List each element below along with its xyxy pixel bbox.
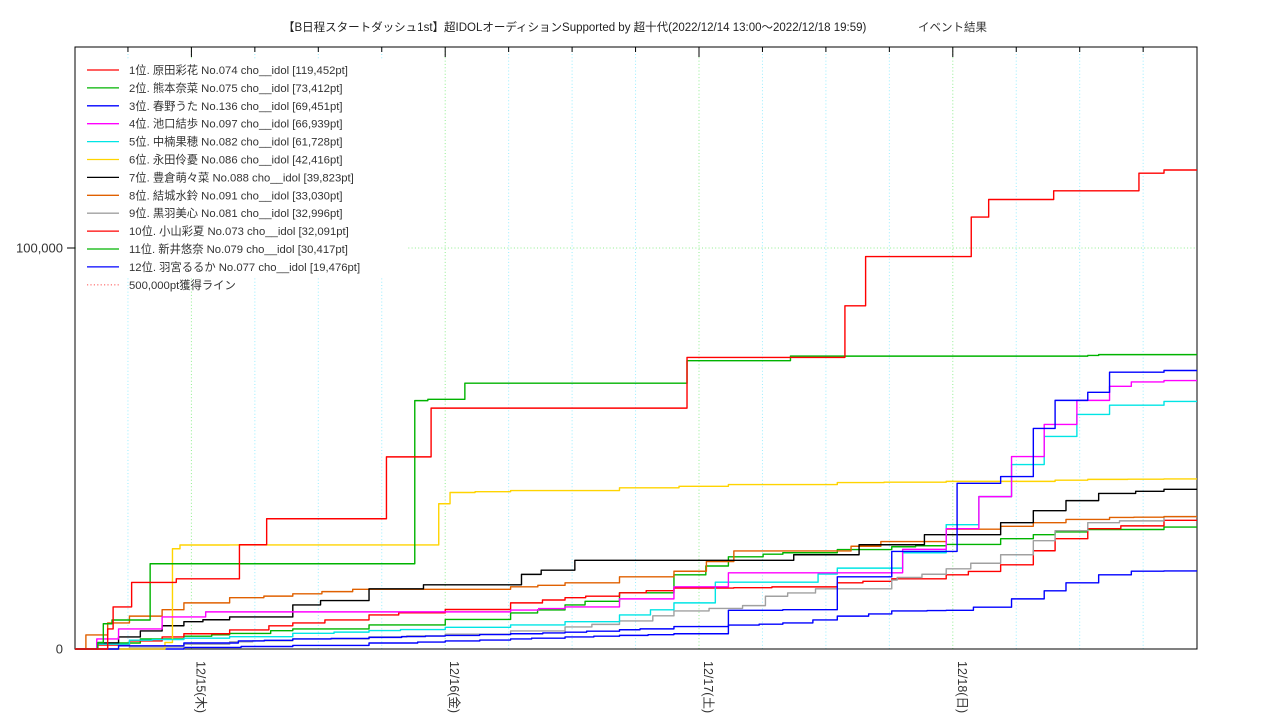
svg-text:3位. 春野うた No.136 cho__idol [69,: 3位. 春野うた No.136 cho__idol [69,451pt] (129, 99, 343, 113)
svg-text:4位. 池口結歩 No.097 cho__idol [66,: 4位. 池口結歩 No.097 cho__idol [66,939pt] (129, 117, 343, 131)
svg-text:7位. 豊倉萌々菜 No.088 cho__idol [39: 7位. 豊倉萌々菜 No.088 cho__idol [39,823pt] (129, 170, 354, 184)
svg-text:0: 0 (56, 642, 63, 657)
svg-text:12位. 羽宮るるか No.077 cho__idol [1: 12位. 羽宮るるか No.077 cho__idol [19,476pt] (129, 260, 360, 274)
svg-text:6位. 永田伶憂 No.086 cho__idol [42,: 6位. 永田伶憂 No.086 cho__idol [42,416pt] (129, 153, 343, 167)
svg-text:1位. 原田彩花 No.074 cho__idol [119: 1位. 原田彩花 No.074 cho__idol [119,452pt] (129, 63, 348, 77)
svg-text:5位. 中楠果穂 No.082 cho__idol [61,: 5位. 中楠果穂 No.082 cho__idol [61,728pt] (129, 135, 343, 149)
svg-text:2位. 熊本奈菜 No.075 cho__idol [73,: 2位. 熊本奈菜 No.075 cho__idol [73,412pt] (129, 81, 343, 95)
svg-text:12/16(金): 12/16(金) (447, 661, 462, 713)
svg-text:11位. 新井悠奈 No.079 cho__idol [30: 11位. 新井悠奈 No.079 cho__idol [30,417pt] (129, 242, 348, 256)
svg-text:8位. 結城水鈴 No.091 cho__idol [33,: 8位. 結城水鈴 No.091 cho__idol [33,030pt] (129, 188, 343, 202)
svg-text:10位. 小山彩夏 No.073 cho__idol [32: 10位. 小山彩夏 No.073 cho__idol [32,091pt] (129, 224, 349, 238)
svg-text:100,000: 100,000 (16, 241, 63, 256)
svg-text:500,000pt獲得ライン: 500,000pt獲得ライン (129, 279, 236, 292)
svg-text:12/17(土): 12/17(土) (701, 661, 715, 713)
svg-text:12/18(日): 12/18(日) (955, 661, 969, 713)
svg-text:12/15(木): 12/15(木) (193, 661, 207, 713)
svg-text:9位. 黒羽美心 No.081 cho__idol [32,: 9位. 黒羽美心 No.081 cho__idol [32,996pt] (129, 206, 343, 220)
